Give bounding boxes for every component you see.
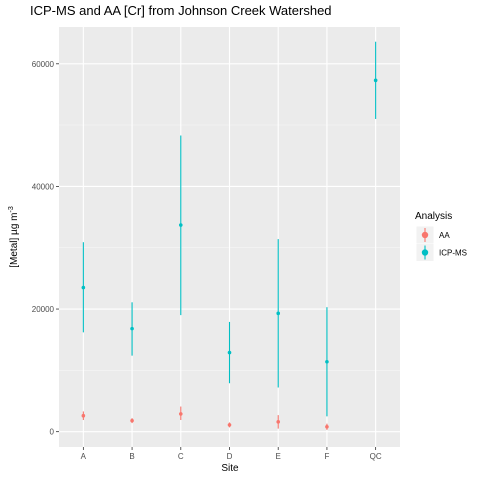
chart-title: ICP-MS and AA [Cr] from Johnson Creek Wa… [30,3,332,18]
x-tick-label: QC [370,452,382,461]
legend-key-point [421,249,429,256]
x-tick-label: A [81,452,87,461]
data-point [325,424,329,429]
x-tick-label: C [178,452,184,461]
data-point [227,350,232,355]
data-point [81,413,86,418]
x-axis-title: Site [221,463,239,474]
y-tick-label: 60000 [32,60,55,69]
x-tick-label: E [276,452,281,461]
data-point [178,412,183,416]
data-point [373,78,378,83]
y-axis-title-text: [Metal] µg m [9,213,20,268]
y-tick-label: 40000 [32,182,55,191]
legend-label: ICP-MS [439,249,467,258]
series-aa [81,406,329,430]
y-axis-title: [Metal] µg m-3 [8,206,20,268]
y-axis: 0 20000 40000 60000 [32,60,59,437]
x-tick-label: B [129,452,134,461]
x-axis: A B C D E F QC [81,447,382,461]
data-point [130,326,134,331]
data-point [276,420,281,424]
y-tick-label: 20000 [32,305,55,314]
x-tick-label: D [227,452,233,461]
x-tick-label: F [324,452,329,461]
series-layer [81,41,378,430]
data-point [325,359,329,364]
series-icp-ms [81,41,378,417]
data-point [227,423,232,427]
legend: Analysis AA ICP-MS [415,211,467,261]
legend-label: AA [439,231,450,240]
data-point [276,311,281,316]
y-axis-title-superscript: -3 [8,206,15,212]
data-point [130,418,134,423]
legend-title: Analysis [415,211,452,222]
data-point [81,285,86,290]
data-point [178,223,183,227]
y-tick-label: 0 [50,428,55,437]
legend-key-point [421,231,429,239]
